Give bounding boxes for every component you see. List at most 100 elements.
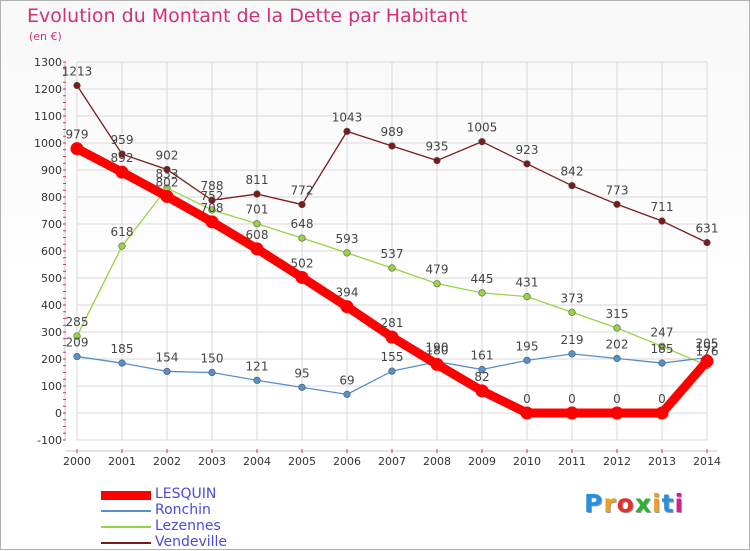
logo-letter: i xyxy=(674,489,685,518)
data-label: 180 xyxy=(426,343,449,357)
data-point xyxy=(703,239,711,247)
data-point xyxy=(118,359,126,367)
data-label: 0 xyxy=(523,392,531,406)
data-label: 1043 xyxy=(332,110,363,124)
x-tick-label: 2008 xyxy=(423,455,451,468)
data-label: 205 xyxy=(696,337,719,351)
data-point xyxy=(253,376,261,384)
data-label: 959 xyxy=(111,133,134,147)
data-label: 711 xyxy=(651,200,674,214)
data-point xyxy=(205,215,219,229)
data-label: 989 xyxy=(381,125,404,139)
y-tick-label: 800 xyxy=(41,191,62,204)
data-point xyxy=(343,390,351,398)
data-point xyxy=(253,190,261,198)
data-label: 811 xyxy=(246,173,269,187)
x-tick-label: 2012 xyxy=(603,455,631,468)
y-tick-label: 700 xyxy=(41,218,62,231)
data-label: 618 xyxy=(111,225,134,239)
data-label: 593 xyxy=(336,232,359,246)
data-point xyxy=(430,357,444,371)
data-label: 285 xyxy=(66,315,89,329)
data-label: 788 xyxy=(201,179,224,193)
y-tick-label: 900 xyxy=(41,164,62,177)
data-point xyxy=(250,242,264,256)
data-point xyxy=(523,293,531,301)
y-tick-label: 600 xyxy=(41,245,62,258)
logo-letter: P xyxy=(584,489,604,518)
data-label: 202 xyxy=(606,337,629,351)
data-label: 185 xyxy=(651,342,674,356)
legend-item: Ronchin xyxy=(101,502,301,519)
x-tick-label: 2009 xyxy=(468,455,496,468)
data-label: 176 xyxy=(696,344,719,358)
y-tick-label: 1300 xyxy=(34,56,62,69)
data-label: 631 xyxy=(696,222,719,236)
x-tick-label: 2001 xyxy=(108,455,136,468)
data-point xyxy=(520,406,534,420)
data-point xyxy=(298,383,306,391)
chart-legend: LESQUIN Ronchin Lezennes Vendeville xyxy=(101,486,301,551)
data-point xyxy=(388,264,396,272)
logo-letter: t xyxy=(661,489,675,518)
data-point xyxy=(208,206,216,214)
data-point xyxy=(658,342,666,350)
legend-label: LESQUIN xyxy=(155,486,217,502)
data-point xyxy=(163,367,171,376)
data-label: 247 xyxy=(651,325,674,339)
y-tick-label: 200 xyxy=(41,353,62,366)
data-point xyxy=(340,300,354,314)
data-point xyxy=(73,352,81,361)
legend-label: Ronchin xyxy=(155,502,211,518)
data-point xyxy=(388,142,396,150)
data-label: 935 xyxy=(426,140,449,154)
data-point xyxy=(115,165,129,179)
data-point xyxy=(478,365,486,374)
data-label: 445 xyxy=(471,272,494,286)
data-point xyxy=(613,354,621,363)
data-label: 648 xyxy=(291,217,314,231)
data-label: 537 xyxy=(381,247,404,261)
data-point xyxy=(295,270,309,284)
legend-swatch xyxy=(101,526,151,528)
data-point xyxy=(610,406,624,420)
data-label: 192 xyxy=(696,340,719,354)
data-point xyxy=(565,406,579,420)
data-point xyxy=(385,330,399,344)
data-label: 219 xyxy=(561,333,584,347)
data-point xyxy=(208,196,216,204)
y-tick-label: -100 xyxy=(37,434,62,447)
y-tick-label: 0 xyxy=(55,407,62,420)
data-label: 121 xyxy=(246,359,269,373)
logo-letter: x xyxy=(634,489,652,518)
data-point xyxy=(388,367,396,375)
data-point xyxy=(613,200,621,208)
data-label: 1213 xyxy=(62,64,93,78)
data-point xyxy=(658,359,666,367)
data-label: 431 xyxy=(516,276,539,290)
data-point xyxy=(433,156,441,165)
data-label: 0 xyxy=(613,392,621,406)
data-label: 69 xyxy=(339,373,354,387)
data-label: 0 xyxy=(658,392,666,406)
chart-title: Evolution du Montant de la Dette par Hab… xyxy=(27,5,468,27)
data-label: 802 xyxy=(156,175,179,189)
data-label: 708 xyxy=(201,201,224,215)
y-tick-label: 300 xyxy=(41,326,62,339)
chart-subtitle: (en €) xyxy=(29,30,62,43)
data-point xyxy=(568,182,576,190)
legend-label: Vendeville xyxy=(155,534,228,550)
data-point xyxy=(343,249,351,257)
y-tick-label: 100 xyxy=(41,380,62,393)
data-label: 923 xyxy=(516,143,539,157)
data-label: 190 xyxy=(426,341,449,355)
data-label: 195 xyxy=(516,339,539,353)
legend-item: Lezennes xyxy=(101,518,301,535)
data-label: 1005 xyxy=(467,121,498,135)
data-point xyxy=(655,406,669,420)
data-label: 902 xyxy=(156,148,179,162)
data-point xyxy=(73,332,81,340)
data-label: 833 xyxy=(156,167,179,181)
x-tick-label: 2007 xyxy=(378,455,406,468)
logo-letter: r xyxy=(603,489,617,518)
